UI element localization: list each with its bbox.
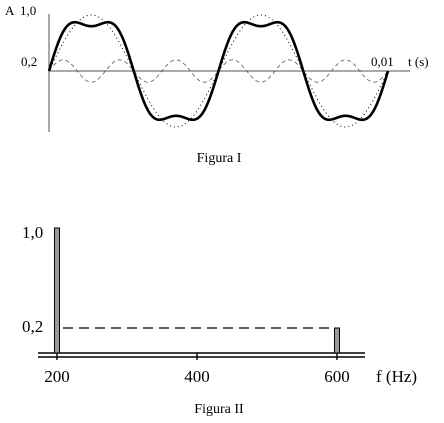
fig2-xtick-label-400: 400 <box>184 367 210 386</box>
fig1-sum-curve <box>47 20 390 122</box>
figure-one: A 1,0 0,2 0,01 t (s) Figura I <box>5 3 429 166</box>
fig1-xtick-0-01: 0,01 <box>371 54 394 69</box>
fig1-ytick-1-0: 1,0 <box>20 3 36 18</box>
fig1-caption: Figura I <box>197 151 242 166</box>
fig1-xlabel: t (s) <box>408 54 429 69</box>
figure-two: 1,0 0,2 200 400 600 f (Hz) Figura II <box>22 223 417 417</box>
fig1-harmonic-curve <box>48 59 389 83</box>
fig1-ytick-0-2: 0,2 <box>21 54 37 69</box>
fig2-bar-200hz <box>54 227 60 354</box>
fig2-xtick-label-200: 200 <box>44 367 70 386</box>
fig1-ylabel: A <box>5 3 15 18</box>
fig2-xlabel: f (Hz) <box>376 367 417 386</box>
fig2-bar-600hz <box>334 327 340 354</box>
fig2-ytick-1-0: 1,0 <box>22 223 43 242</box>
fig2-xtick-label-600: 600 <box>324 367 350 386</box>
fig2-caption: Figura II <box>194 402 244 417</box>
fig2-ytick-0-2: 0,2 <box>22 317 43 336</box>
